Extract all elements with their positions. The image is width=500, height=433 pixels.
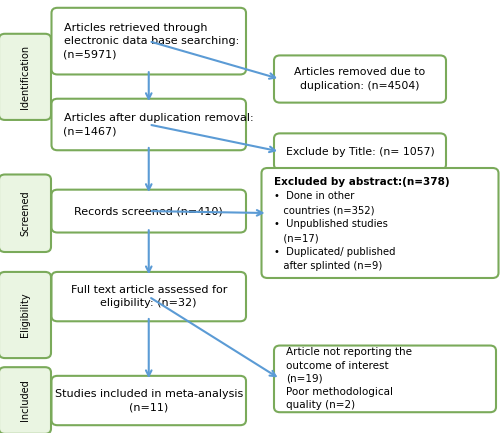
Text: Included: Included [20,380,30,421]
FancyBboxPatch shape [52,190,246,233]
Text: Records screened (n=410): Records screened (n=410) [74,206,223,216]
Text: •  Done in other
   countries (n=352)
•  Unpublished studies
   (n=17)
•  Duplic: • Done in other countries (n=352) • Unpu… [274,191,395,271]
Text: Screened: Screened [20,191,30,236]
Text: Articles after duplication removal:
(n=1467): Articles after duplication removal: (n=1… [64,113,253,136]
FancyBboxPatch shape [274,55,446,103]
FancyBboxPatch shape [0,272,51,358]
FancyBboxPatch shape [0,174,51,252]
FancyBboxPatch shape [52,8,246,74]
FancyBboxPatch shape [52,99,246,150]
Text: Studies included in meta-analysis
(n=11): Studies included in meta-analysis (n=11) [54,389,243,412]
FancyBboxPatch shape [274,346,496,412]
Text: Eligibility: Eligibility [20,293,30,337]
Text: Exclude by Title: (n= 1057): Exclude by Title: (n= 1057) [286,146,434,157]
FancyBboxPatch shape [262,168,498,278]
Text: Articles retrieved through
electronic data base searching:
(n=5971): Articles retrieved through electronic da… [64,23,239,59]
Text: Excluded by abstract:(n=378): Excluded by abstract:(n=378) [274,178,449,187]
FancyBboxPatch shape [0,34,51,120]
FancyBboxPatch shape [52,272,246,321]
Text: Articles removed due to
duplication: (n=4504): Articles removed due to duplication: (n=… [294,68,426,90]
Text: Article not reporting the
outcome of interest
(n=19)
Poor methodological
quality: Article not reporting the outcome of int… [286,347,412,410]
Text: Full text article assessed for
eligibility: (n=32): Full text article assessed for eligibili… [70,285,227,308]
FancyBboxPatch shape [0,367,51,433]
FancyBboxPatch shape [52,376,246,425]
Text: Identification: Identification [20,45,30,109]
FancyBboxPatch shape [274,133,446,170]
